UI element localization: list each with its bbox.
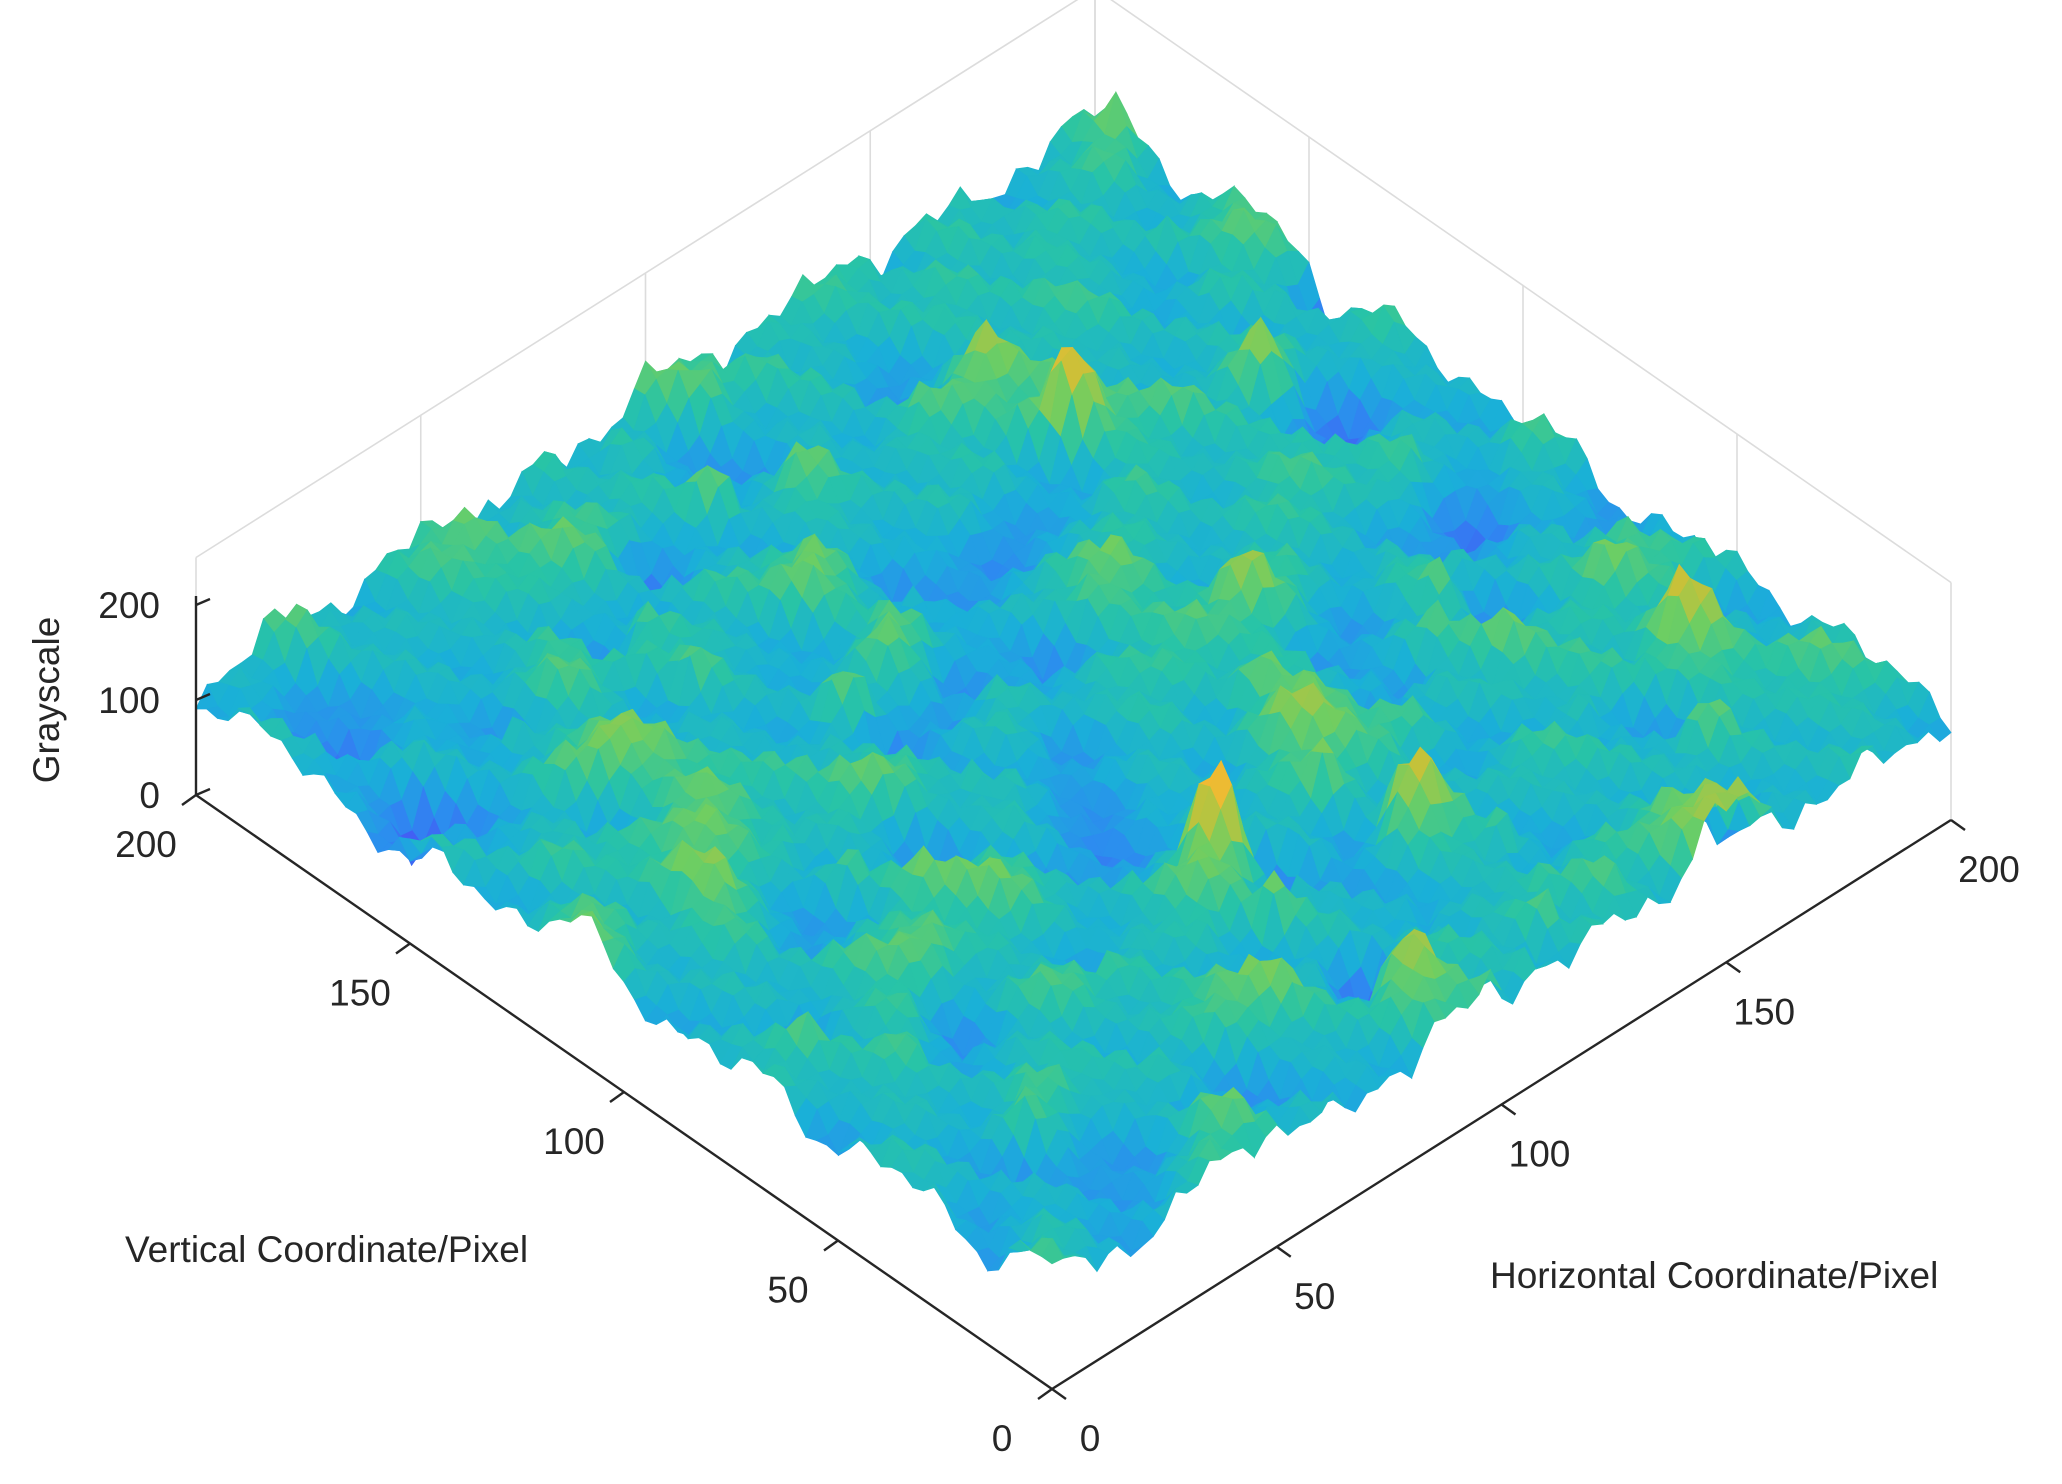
grid-line <box>1110 0 1952 584</box>
grid-line <box>195 0 1079 559</box>
surface-mesh <box>195 90 1952 1273</box>
